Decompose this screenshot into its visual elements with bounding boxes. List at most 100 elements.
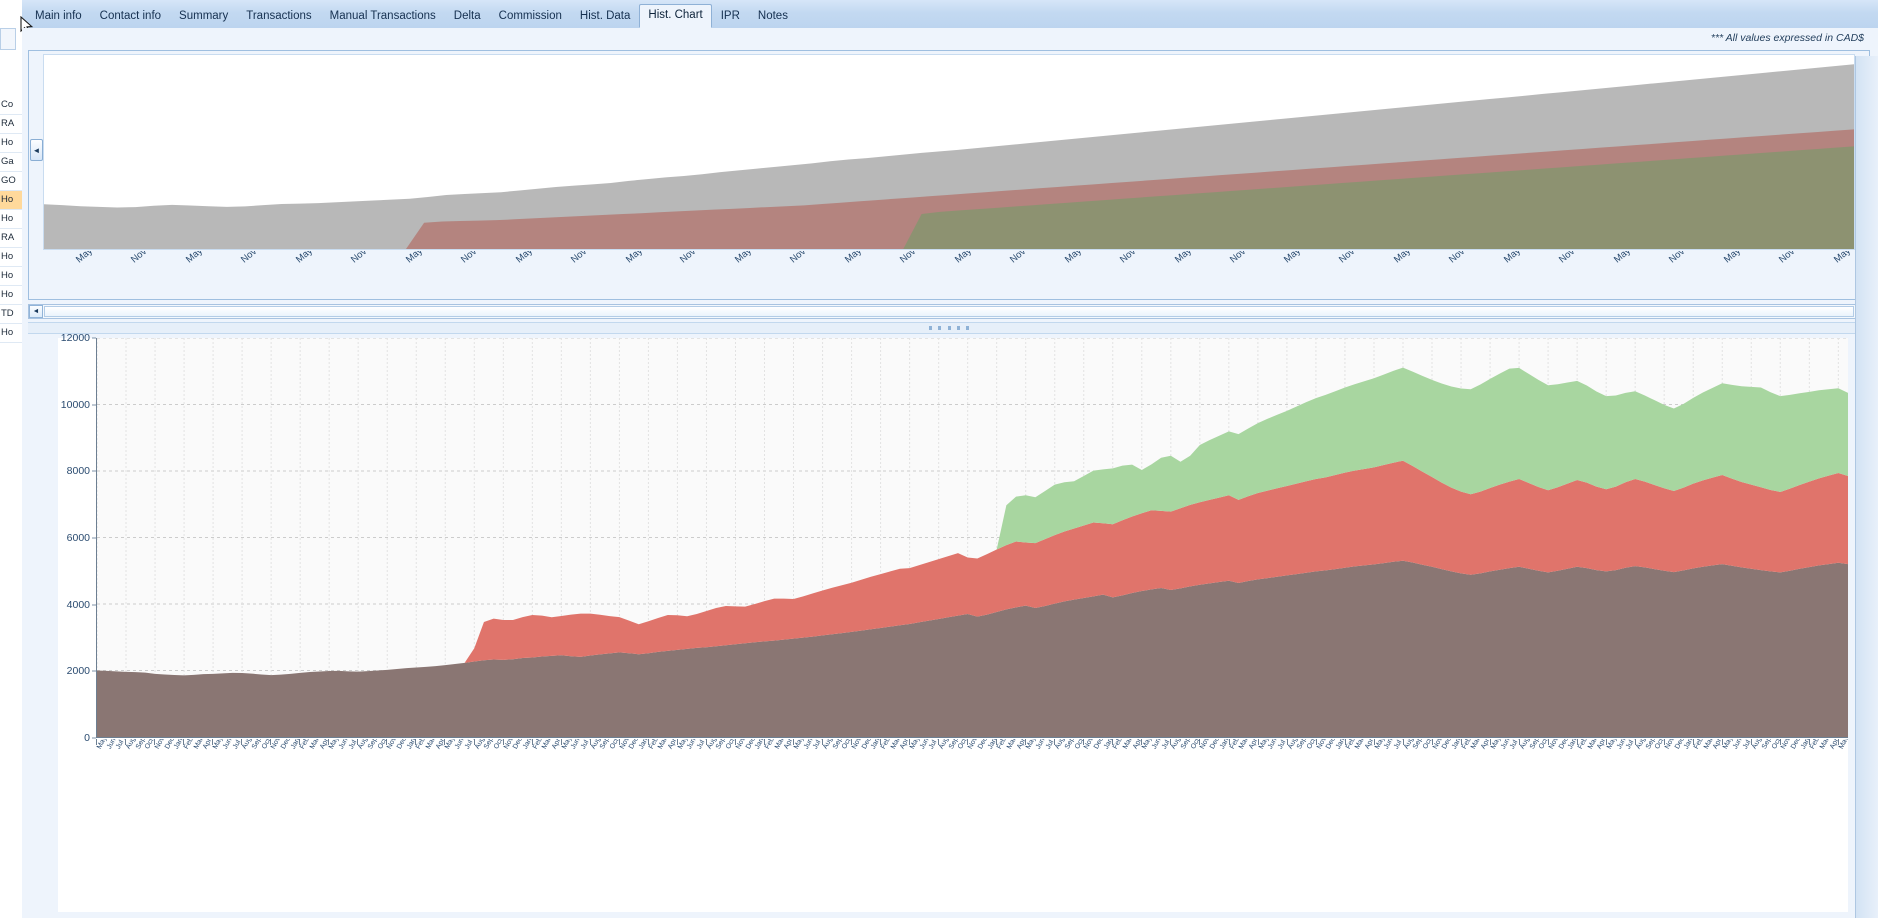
chart-y-tick-label: 4000 (66, 598, 90, 611)
overview-x-tick-label: Nov 2014 (898, 251, 936, 265)
overview-x-tick-label: May 2012 (624, 251, 663, 265)
hist-chart-panel: *** All values expressed in CAD$ May 200… (22, 28, 1878, 918)
chart-x-tickmarks (96, 739, 1848, 745)
tab-hist-chart[interactable]: Hist. Chart (639, 4, 712, 28)
overview-x-tick-label: May 2009 (294, 251, 333, 265)
sidebar-item[interactable]: Ho (0, 267, 22, 286)
overview-x-tick-label: May 2007 (74, 251, 113, 265)
overview-chart[interactable]: May 2007 Nov 2007 May 2008 Nov 2008 May 2009… (28, 50, 1870, 300)
right-rail (1855, 56, 1878, 918)
tab-commission[interactable]: Commission (498, 10, 562, 22)
sidebar-top-box[interactable] (0, 28, 16, 50)
chart-y-axis: 0 2000 4000 6000 8000 10000 12000 (58, 332, 96, 744)
sidebar-item[interactable]: Ho (0, 286, 22, 305)
overview-x-tick-label: Nov 2019 (1447, 251, 1485, 265)
chart-y-tickmark (92, 470, 96, 472)
scroll-left-arrow-icon[interactable]: ◄ (29, 305, 43, 318)
sidebar-item[interactable]: Ho (0, 134, 22, 153)
overview-x-tick-label: Nov 2021 (1667, 251, 1705, 265)
chart-y-tickmark (92, 737, 96, 739)
tab-list: Main info Contact info Summary Transactions… (26, 4, 797, 28)
overview-x-tick-label: Nov 2022 (1777, 251, 1815, 265)
sidebar-item[interactable]: Co (0, 96, 22, 115)
sidebar-item[interactable]: GO (0, 172, 22, 191)
overview-x-tick-label: May 2008 (184, 251, 223, 265)
panel-splitter[interactable] (28, 322, 1870, 334)
tab-manual-transactions[interactable]: Manual Transactions (329, 10, 436, 22)
chart-y-tick-label: 0 (84, 732, 90, 744)
left-sidebar: Co RA Ho Ga GO Ho Ho RA Ho Ho Ho TD Ho (0, 0, 23, 918)
chart-series-0 (97, 560, 1848, 737)
sidebar-item[interactable]: Ho (0, 248, 22, 267)
overview-x-tick-label: May 2016 (1063, 251, 1102, 265)
tab-delta[interactable]: Delta (453, 10, 481, 22)
overview-horizontal-scrollbar[interactable]: ◄ ► (28, 304, 1870, 319)
chart-y-tick-label: 2000 (66, 665, 90, 678)
overview-x-tick-label: May 2017 (1173, 251, 1212, 265)
overview-x-tick-label: May 2011 (514, 251, 552, 265)
overview-x-tick-label: Nov 2017 (1228, 251, 1266, 265)
overview-x-tick-label: Nov 2018 (1337, 251, 1375, 265)
chart-y-tick-label: 12000 (60, 332, 90, 344)
splitter-grip-icon (929, 326, 969, 330)
overview-x-tick-label: Nov 2012 (678, 251, 716, 265)
overview-x-axis: May 2007 Nov 2007 May 2008 Nov 2008 May 2009… (43, 251, 1855, 297)
overview-x-tick-label: Nov 2016 (1118, 251, 1156, 265)
chart-x-axis: May 2007Jun 2007Jul 2007Aug 2007Sep 2007… (96, 739, 1848, 834)
chart-series-2 (97, 367, 1848, 676)
overview-x-tick-label: May 2023 (1832, 251, 1855, 265)
sidebar-item[interactable]: Ho (0, 324, 22, 343)
sidebar-item[interactable]: Ho (0, 191, 22, 210)
sidebar-list: Co RA Ho Ga GO Ho Ho RA Ho Ho Ho TD Ho (0, 96, 22, 343)
overview-x-tick-label: May 2021 (1612, 251, 1651, 265)
chart-series-1 (97, 460, 1848, 676)
overview-x-tick-label: Nov 2008 (239, 251, 277, 265)
sidebar-item[interactable]: RA (0, 115, 22, 134)
chart-y-tickmark (92, 604, 96, 606)
chart-y-tickmark (92, 404, 96, 406)
tab-contact-info[interactable]: Contact info (99, 10, 162, 22)
overview-x-tick-label: May 2015 (953, 251, 992, 265)
historical-chart: 0 2000 4000 6000 8000 10000 12000 May 2007Jun … (58, 332, 1848, 912)
overview-x-tick-label: May 2013 (733, 251, 772, 265)
overview-x-tick-label: May 2019 (1392, 251, 1431, 265)
tab-hist-data[interactable]: Hist. Data (579, 10, 631, 22)
chart-y-tickmark (92, 670, 96, 672)
sidebar-item[interactable]: Ho (0, 210, 22, 229)
overview-x-tick-label: Nov 2013 (788, 251, 826, 265)
stacked-area-svg (97, 338, 1848, 737)
overview-x-tick-label: May 2018 (1282, 251, 1321, 265)
tab-main-info[interactable]: Main info (35, 10, 82, 22)
overview-x-tick-label: May 2022 (1722, 251, 1761, 265)
overview-x-tick-label: May 2014 (843, 251, 882, 265)
overview-x-tick-label: May 2010 (404, 251, 443, 265)
tab-ipr[interactable]: IPR (720, 10, 740, 22)
overview-plot-area[interactable] (43, 54, 1855, 250)
chart-y-tick-label: 6000 (66, 532, 90, 544)
overview-x-tick-label: Nov 2020 (1557, 251, 1595, 265)
sidebar-item[interactable]: TD (0, 305, 22, 324)
overview-x-tick-label: Nov 2015 (1008, 251, 1046, 265)
overview-area-svg (44, 64, 1854, 249)
overview-x-tick-label: May 2020 (1502, 251, 1541, 265)
overview-x-tick-label: Nov 2007 (129, 251, 167, 265)
overview-x-tick-label: Nov 2009 (349, 251, 387, 265)
overview-series-2 (44, 146, 1854, 249)
tab-transactions[interactable]: Transactions (246, 10, 312, 22)
scrollbar-thumb[interactable] (44, 306, 1854, 317)
chart-y-tickmark (92, 337, 96, 339)
tab-strip: Main info Contact info Summary Transactions… (22, 0, 1878, 29)
chart-y-tick-label: 8000 (66, 465, 90, 478)
overview-x-tick-label: Nov 2010 (459, 251, 497, 265)
tab-summary[interactable]: Summary (179, 10, 229, 22)
chart-plot-area[interactable] (96, 338, 1848, 738)
chart-y-tickmark (92, 537, 96, 539)
chart-y-tick-label: 10000 (60, 398, 90, 411)
currency-note: *** All values expressed in CAD$ (1710, 32, 1864, 44)
sidebar-item[interactable]: RA (0, 229, 22, 248)
tab-notes[interactable]: Notes (757, 10, 788, 22)
overview-range-handle-left[interactable]: ◄ (30, 139, 43, 161)
sidebar-item[interactable]: Ga (0, 153, 22, 172)
overview-x-tick-label: Nov 2011 (569, 251, 607, 265)
